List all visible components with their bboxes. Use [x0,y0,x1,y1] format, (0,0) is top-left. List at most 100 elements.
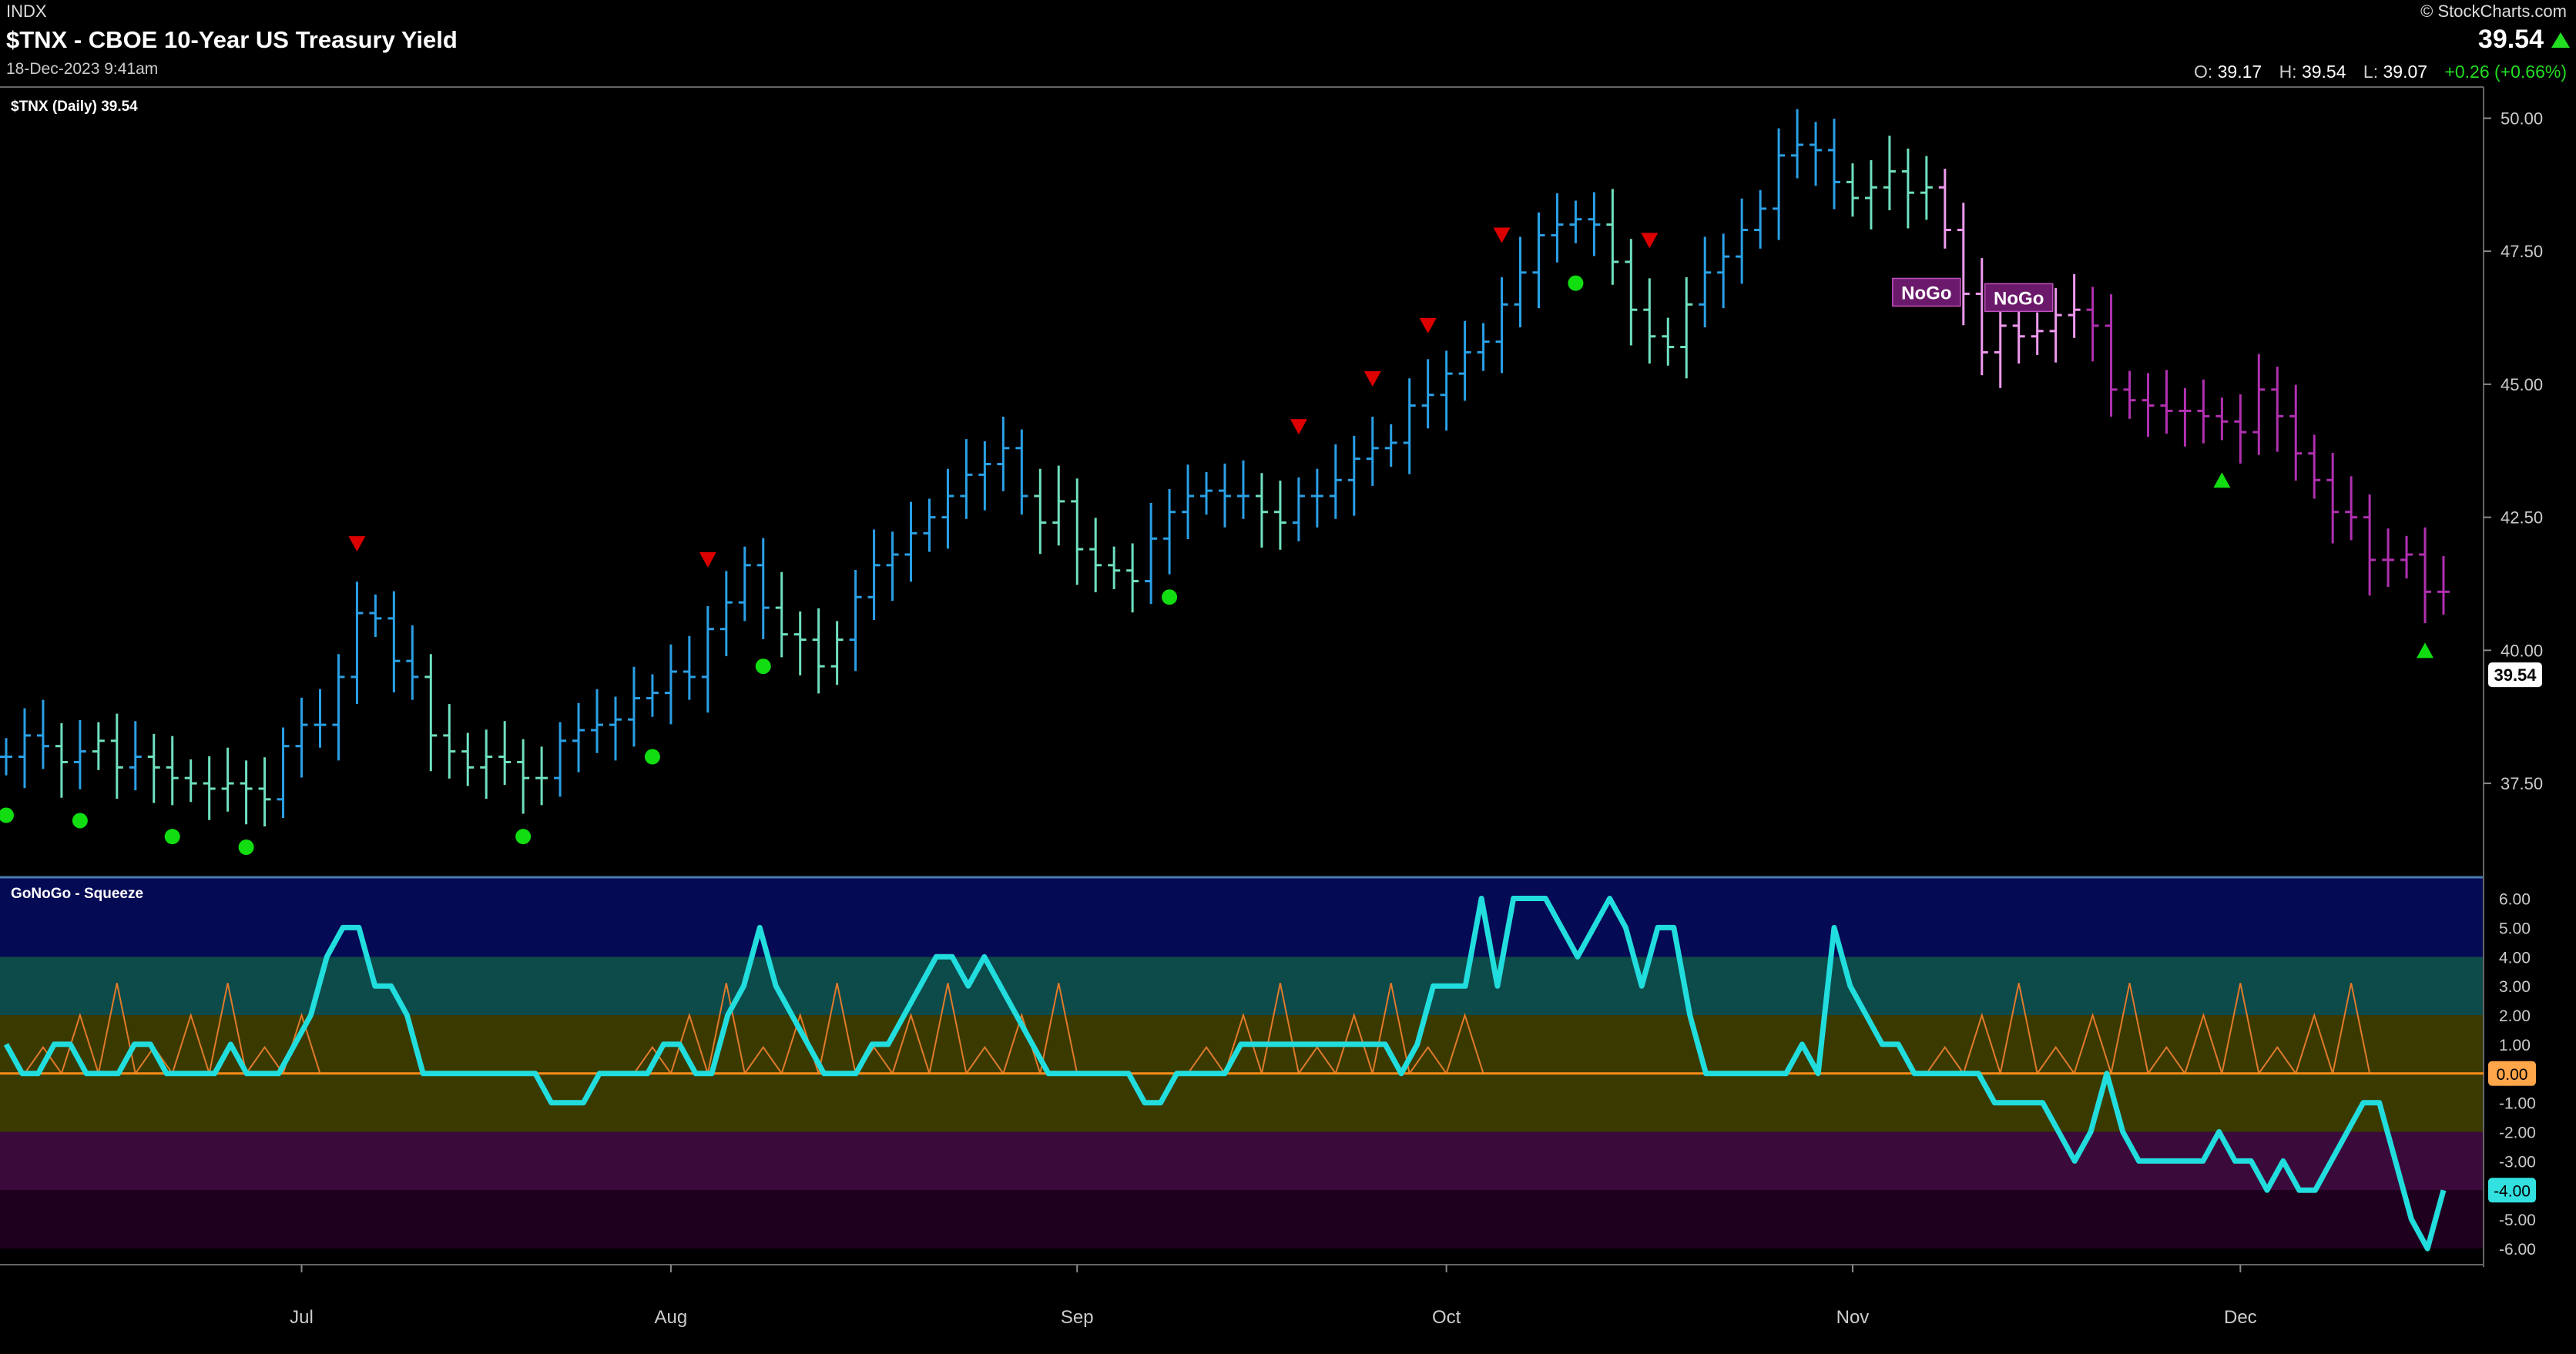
zero-label-box [2488,1061,2536,1086]
squeeze-climber [1445,1012,1484,1074]
brand-label[interactable]: © StockCharts.com [2420,2,2567,21]
price-bar [1514,236,1527,327]
oscillator-tick-label: -3.00 [2499,1153,2536,1171]
price-bar [1495,277,1508,374]
price-bar [2289,384,2303,481]
price-bar [904,501,917,582]
price-bar [683,635,696,700]
price-bar [2271,367,2284,452]
price-bar [73,719,86,789]
oscillator-tick-label: 5.00 [2499,920,2531,937]
price-bar [701,606,714,713]
squeeze-climber [743,1045,783,1074]
price-bar [166,736,179,806]
go-signal-dot [238,840,254,855]
price-bar [424,654,438,772]
squeeze-climber [1334,1012,1374,1074]
oscillator-tick-label: 4.00 [2499,949,2531,967]
last-price: 39.54 [2477,25,2544,54]
price-bar [258,757,271,827]
price-bar [387,591,401,692]
price-bar [1606,189,1619,285]
price-bar [1773,128,1786,240]
price-bar [1384,424,1397,467]
squeeze-climber [669,1012,709,1074]
price-bar [1625,239,1638,346]
price-bar [55,723,68,798]
price-bars [0,109,2450,827]
price-bar [2419,527,2432,624]
open-label: O: [2193,62,2213,82]
squeeze-climber [1926,1045,1964,1074]
price-bar [1791,109,1804,179]
low-value: 39.07 [2383,62,2428,82]
price-bar [2382,528,2395,588]
price-last-value: 39.54 [2494,665,2537,685]
price-bar [609,696,622,761]
price-bar [591,689,604,753]
oscillator-tick-label: 3.00 [2499,978,2531,996]
price-bar [2031,312,2044,355]
price-bar [1717,233,1730,309]
price-bar [221,747,234,812]
squeeze-climber [1999,983,2038,1074]
price-bar [941,468,954,549]
oscillator-tick-label: -6.00 [2499,1241,2536,1258]
price-bar [36,699,49,769]
squeeze-climber [2073,1012,2112,1074]
nogo-signal-down-triangle [1641,233,1659,249]
price-bar [756,538,770,639]
price-bar [351,581,364,705]
squeeze-climber [965,1045,1005,1074]
chart-title: $TNX - CBOE 10-Year US Treasury Yield [6,26,458,53]
squeeze-climber [706,983,746,1074]
squeeze-climber [171,1012,210,1074]
price-bar [1145,502,1158,605]
price-bar [369,594,382,638]
price-bar [129,721,142,791]
squeeze-climber [1187,1045,1226,1074]
squeeze-climber [1408,1045,1447,1074]
price-bar [923,498,936,552]
oscillator-tick-label: 6.00 [2499,891,2531,909]
high-label: H: [2279,62,2297,82]
price-bar [849,570,862,672]
price-bar [498,721,512,786]
price-bar [1089,518,1102,593]
price-bar [1551,193,1564,263]
chart-date: 18-Dec-2023 9:41am [6,60,159,78]
price-last-box [2488,662,2542,688]
price-bar [1273,480,1286,550]
price-bar [110,713,123,799]
price-bar [1052,465,1065,546]
price-bar [1163,489,1176,575]
go-signal-dot [72,813,88,829]
price-bar [184,759,197,803]
squeeze-climber [1002,1012,1041,1074]
price-bar [1975,258,1988,376]
price-tick-label: 42.50 [2501,508,2543,528]
zero-label: 0.00 [2497,1066,2528,1084]
price-bar [2197,379,2210,444]
price-bar [1403,378,1416,474]
price-tick-label: 47.50 [2501,242,2543,261]
price-bar [277,727,290,818]
price-bar [1477,323,1490,371]
price-bar [1846,163,1859,217]
price-tick-label: 37.50 [2501,774,2543,793]
price-bar [2068,273,2081,338]
price-bar [1957,203,1970,326]
price-bar [1680,277,1693,379]
date-tick-label: Aug [655,1307,688,1328]
oscillator-band [0,1190,2484,1249]
price-bar [1200,471,1213,515]
oscillator-tick-label: -2.00 [2499,1124,2536,1142]
squeeze-climber [2295,1012,2334,1074]
price-bar [738,546,751,622]
price-bar [2123,370,2136,419]
price-bar [203,756,216,820]
price-bar [1532,212,1545,309]
squeeze-climber [1298,1045,1337,1074]
oscillator-last-box [2488,1178,2536,1203]
